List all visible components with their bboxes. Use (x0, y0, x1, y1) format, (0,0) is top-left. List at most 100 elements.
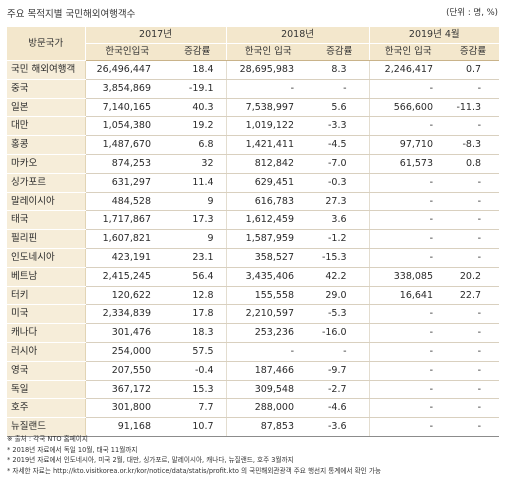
footnote-2019: * 2019년 자료에서 인도네시아, 미국 2월, 대만, 싱가포르, 말레이… (7, 456, 294, 464)
growth-2018-cell: 3.6 (310, 210, 370, 231)
arrivals-2019-cell: - (368, 304, 448, 325)
footnote-link: * 자세한 자료는 http://kto.visitkorea.or.kr/ko… (7, 466, 381, 475)
growth-2019-cell: -8.3 (447, 135, 500, 155)
country-cell: 대만 (7, 116, 86, 137)
arrivals-2019-cell: - (368, 342, 448, 362)
arrivals-2018-cell: 253,236 (225, 323, 311, 343)
growth-2019-cell: - (447, 342, 500, 362)
table-row: 중국 3,854,869 -19.1- - - - (7, 79, 500, 99)
arrivals-2018-cell: 629,451 (225, 173, 311, 193)
growth-2019-cell: 20.2 (447, 267, 500, 287)
arrivals-2019-cell: 2,246,417 (368, 60, 448, 80)
growth-2018-cell: -7.0 (310, 154, 370, 174)
arrivals-2018-cell: 1,421,411 (225, 135, 311, 155)
growth-2018-cell: -2.7 (310, 380, 370, 400)
table-row: 베트남 2,415,245 56.4 3,435,406 42.2 338,085 20.2 (7, 267, 500, 287)
country-cell: 태국 (7, 210, 86, 231)
arrivals-2017-cell: 3,854,869 (85, 79, 169, 99)
travel-stats-table: 방문국가 2017년 2018년 2019년 4월 한국인입국 증감률 한국인 … (7, 27, 500, 437)
arrivals-2017-cell: 1,487,670 (85, 135, 169, 155)
growth-2017-cell: 6.8 (169, 135, 227, 155)
table-row: 말레이시아 484,528 9 616,783 27.3- - (7, 192, 500, 212)
arrivals-2019-cell: - (368, 417, 448, 437)
country-cell: 베트남 (7, 267, 86, 287)
arrivals-2018-cell: 7,538,997 (225, 98, 311, 118)
growth-2019-cell: - (447, 229, 500, 249)
country-cell: 호주 (7, 398, 86, 419)
growth-2018-cell: -4.5 (310, 135, 370, 155)
arrivals-2019-cell: 566,600 (368, 98, 448, 118)
growth-2018-cell: -5.3 (310, 304, 370, 325)
growth-2019-cell: - (447, 192, 500, 212)
year-header-2017: 2017년 (84, 27, 227, 44)
growth-2019-cell: - (447, 116, 500, 137)
table-row: 인도네시아 423,191 23.1 358,527 -15.3- - (7, 248, 500, 268)
table-row: 국민 해외여행객 26,496,447 18.4 28,695,983 8.3 2,246… (7, 60, 500, 80)
year-header-row: 방문국가 2017년 2018년 2019년 4월 (7, 27, 500, 61)
arrivals-2017-cell: 120,622 (85, 286, 169, 306)
growth-2019-cell: -11.3 (447, 98, 500, 118)
footnote-source: ※ 출처 : 각국 NTO 홈페이지 (7, 435, 88, 443)
arrivals-2019-cell: - (368, 173, 448, 193)
country-cell: 일본 (7, 98, 86, 118)
growth-header: 증감률 (310, 43, 370, 61)
growth-2017-cell: 17.3 (169, 210, 227, 231)
growth-2018-cell: -0.3 (310, 173, 370, 193)
growth-2017-cell: 11.4 (169, 173, 227, 193)
growth-2017-cell: 40.3 (169, 98, 227, 118)
arrivals-2019-cell: - (368, 323, 448, 343)
country-cell: 러시아 (7, 342, 86, 362)
footnote-2018: * 2018년 자료에서 독일 10월, 태국 11월까지 (7, 445, 138, 454)
arrivals-2019-cell: 338,085 (368, 267, 448, 287)
growth-2017-cell: 18.4 (169, 60, 227, 80)
growth-2017-cell: 23.1 (169, 248, 227, 268)
arrivals-2017-cell: 301,476 (85, 323, 169, 343)
growth-2017-cell: -19.1 (169, 79, 227, 99)
arrivals-2017-cell: 254,000 (85, 342, 169, 362)
growth-2018-cell: 5.6 (310, 98, 370, 118)
unit-label: (단위 : 명, %) (446, 8, 498, 18)
growth-2017-cell: 9 (169, 229, 227, 249)
arrivals-header: 한국인입국 (84, 43, 169, 61)
growth-2018-cell: - (310, 79, 370, 99)
arrivals-2017-cell: 2,334,839 (85, 304, 169, 325)
growth-2019-cell: - (447, 417, 500, 437)
table-row: 싱가포르 631,297 11.4 629,451 -0.3- - (7, 173, 500, 193)
arrivals-2019-cell: - (368, 79, 448, 99)
growth-2019-cell: 0.8 (447, 154, 500, 174)
growth-2019-cell: - (447, 361, 500, 381)
country-cell: 캐나다 (7, 323, 86, 343)
growth-2017-cell: 15.3 (169, 380, 227, 400)
arrivals-2018-cell: 616,783 (225, 192, 311, 212)
arrivals-2019-cell: - (368, 361, 448, 381)
arrivals-2018-cell: 87,853 (225, 417, 311, 437)
arrivals-2017-cell: 1,607,821 (85, 229, 169, 249)
arrivals-header: 한국인 입국 (368, 43, 448, 61)
growth-2019-cell: - (447, 398, 500, 419)
arrivals-2017-cell: 631,297 (85, 173, 169, 193)
arrivals-2017-cell: 91,168 (85, 417, 169, 437)
arrivals-2017-cell: 7,140,165 (85, 98, 169, 118)
table-row: 일본 7,140,165 40.3 7,538,997 5.6 566,600 -11.3 (7, 98, 500, 118)
growth-2019-cell: - (447, 79, 500, 99)
table-row: 마카오 874,253 32 812,842 -7.0 61,573 0.8 (7, 154, 500, 174)
table-row: 터키 120,622 12.8 155,558 29.0 16,641 22.7 (7, 286, 500, 306)
country-cell: 뉴질랜드 (7, 417, 86, 437)
country-cell: 국민 해외여행객 (7, 60, 86, 80)
growth-header: 증감률 (169, 43, 227, 61)
country-cell: 홍콩 (7, 135, 86, 155)
growth-2018-cell: 29.0 (310, 286, 370, 306)
arrivals-2017-cell: 874,253 (85, 154, 169, 174)
country-cell: 인도네시아 (7, 248, 86, 268)
growth-2019-cell: - (447, 323, 500, 343)
arrivals-2017-cell: 367,172 (85, 380, 169, 400)
growth-2017-cell: 10.7 (169, 417, 227, 437)
arrivals-2018-cell: - (225, 79, 311, 99)
page-title: 주요 목적지별 국민해외여행객수 (7, 9, 136, 20)
growth-2018-cell: -15.3 (310, 248, 370, 268)
growth-2018-cell: 27.3 (310, 192, 370, 212)
country-cell: 독일 (7, 380, 86, 400)
country-cell: 마카오 (7, 154, 86, 174)
country-cell: 말레이시아 (7, 192, 86, 212)
arrivals-2017-cell: 301,800 (85, 398, 169, 419)
